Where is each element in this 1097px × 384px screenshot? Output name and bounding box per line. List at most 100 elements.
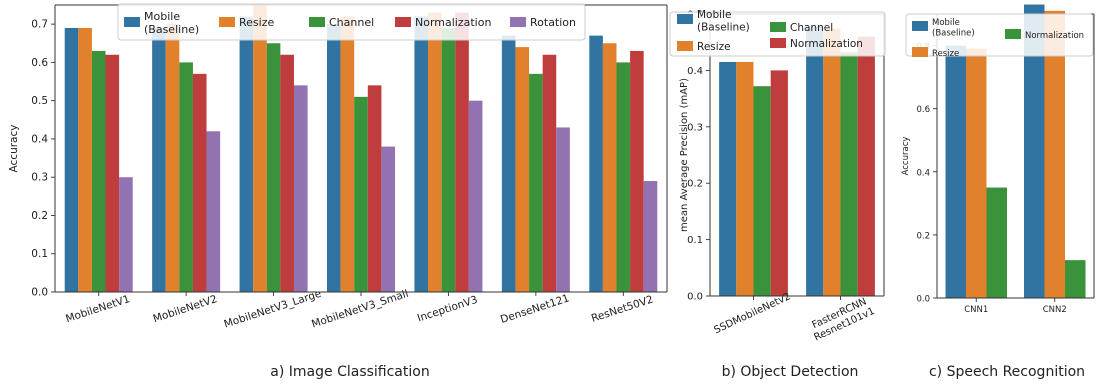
y-tick-label: 0.3 <box>31 172 48 184</box>
panel-speech-recognition: 0.00.20.40.60.8AccuracyCNN1CNN2Mobile(Ba… <box>901 4 1095 380</box>
x-tick-label: FasterRCNNResnet101v1 <box>807 295 876 344</box>
legend-swatch-mobile <box>912 21 928 31</box>
bar-rotation-mobilenetv3-large <box>293 85 308 292</box>
bar-mobile-densenet121 <box>501 35 516 292</box>
bar-resize-cnn1 <box>966 48 987 298</box>
bar-channel-fasterrcnn <box>840 52 858 296</box>
bar-mobile-mobilenetv3-large <box>239 16 254 292</box>
x-tick-label: SSDMobileNetv2 <box>712 291 792 336</box>
bar-normalization-inceptionv3 <box>455 12 469 293</box>
bar-rotation-densenet121 <box>556 127 570 292</box>
bar-normalization-resnet50v2 <box>630 50 644 292</box>
legend-label-normalization: Normalization <box>415 16 491 29</box>
bar-channel-resnet50v2 <box>616 62 631 293</box>
bar-resize-fasterrcnn <box>823 28 841 296</box>
bar-normalization-mobilenetv2 <box>192 73 207 292</box>
x-tick-label: ResNet50V2 <box>590 293 655 324</box>
y-tick-label: 0.0 <box>687 292 703 303</box>
bar-mobile-inceptionv3 <box>414 16 429 292</box>
bar-channel-inceptionv3 <box>441 27 456 293</box>
bar-resize-mobilenetv2 <box>165 24 180 293</box>
bar-normalization-mobilenetv3-small <box>367 85 382 292</box>
y-axis-label: mean Average Precision (mAP) <box>679 78 690 232</box>
bar-normalization-mobilenetv3-large <box>280 54 294 292</box>
x-tick-label: CNN2 <box>1043 305 1067 315</box>
legend-label-mobile: Mobile (Baseline) <box>932 18 975 39</box>
bar-normalization-fasterrcnn <box>857 36 875 297</box>
bar-resize-inceptionv3 <box>428 12 442 293</box>
legend-label-resize: Resize <box>932 49 959 59</box>
y-tick-label: 0.3 <box>687 122 703 133</box>
y-tick-label: 0.1 <box>31 248 48 260</box>
legend-swatch-normalization <box>1005 29 1021 39</box>
bar-channel-densenet121 <box>529 73 543 292</box>
y-tick-label: 0.4 <box>687 66 703 77</box>
y-tick-label: 0.4 <box>31 133 48 145</box>
legend-swatch-mobile <box>124 17 140 27</box>
bar-mobile-ssdmobilenetv2 <box>719 61 737 296</box>
y-tick-label: 0.2 <box>916 231 930 241</box>
bar-resize-mobilenetv3-small <box>340 16 355 292</box>
bar-normalization-ssdmobilenetv2 <box>770 70 788 297</box>
y-axis-label: Accuracy <box>901 137 911 176</box>
legend-swatch-channel <box>770 22 786 32</box>
legend-label-channel: Channel <box>790 22 833 34</box>
bar-rotation-mobilenetv2 <box>206 131 221 292</box>
legend-label-resize: Resize <box>697 41 731 53</box>
bar-mobile-cnn2 <box>1024 4 1045 299</box>
bar-normalization-mobilenetv1 <box>105 54 120 292</box>
legend-swatch-channel <box>309 17 325 27</box>
legend-box <box>905 13 1094 57</box>
bar-normalization-cnn1 <box>986 187 1007 298</box>
x-tick-label: MobileNetV2 <box>152 293 219 325</box>
y-tick-label: 0.7 <box>31 19 48 31</box>
panel-caption: b) Object Detection <box>722 364 859 380</box>
bar-resize-mobilenetv1 <box>78 27 92 293</box>
bar-resize-cnn2 <box>1044 10 1065 298</box>
bar-channel-ssdmobilenetv2 <box>753 86 771 296</box>
x-tick-label: InceptionV3 <box>416 294 479 325</box>
y-tick-label: 0.2 <box>687 179 703 190</box>
bar-mobile-cnn1 <box>945 45 966 298</box>
legend-swatch-normalization <box>770 38 786 48</box>
y-tick-label: 0.6 <box>916 105 930 115</box>
bar-mobile-mobilenetv2 <box>152 27 166 293</box>
legend-label-normalization: Normalization <box>790 38 863 50</box>
legend-swatch-mobile <box>677 14 693 24</box>
legend-box <box>669 11 886 57</box>
legend-swatch-resize <box>912 47 928 57</box>
bar-channel-mobilenetv2 <box>179 62 193 293</box>
panel-image-classification: 0.0 0.1 0.2 0.3 0.4 0.5 0.6 0.7 Accuracy MobileNe… <box>8 3 668 380</box>
legend-swatch-normalization <box>395 17 411 27</box>
bar-resize-ssdmobilenetv2 <box>736 61 754 296</box>
x-tick-label: CNN1 <box>964 305 988 315</box>
y-tick-label: 0.6 <box>31 57 48 69</box>
legend-swatch-rotation <box>510 17 526 27</box>
bar-channel-mobilenetv3-small <box>354 96 368 292</box>
bar-channel-mobilenetv3-large <box>266 43 281 293</box>
bar-mobile-mobilenetv3-small <box>327 24 341 293</box>
y-tick-label: 0.5 <box>31 95 48 107</box>
bar-mobile-mobilenetv1 <box>64 27 79 293</box>
x-tick-label: MobileNetV3_Large <box>223 288 323 331</box>
y-tick-label: 0.2 <box>31 210 48 222</box>
legend-label-normalization: Normalization <box>1025 31 1084 41</box>
legend-label-mobile: Mobile (Baseline) <box>144 10 199 36</box>
y-tick-label: 0.1 <box>687 235 703 246</box>
bar-resize-mobilenetv3-large <box>253 5 267 292</box>
bar-rotation-mobilenetv1 <box>119 177 133 292</box>
x-tick-label: DenseNet121 <box>499 292 571 326</box>
panel-caption: c) Speech Recognition <box>929 364 1085 380</box>
panel-object-detection: 0.00.10.20.30.40.5mean Average Precision… <box>669 9 886 380</box>
bar-normalization-cnn2 <box>1065 260 1086 298</box>
bar-rotation-resnet50v2 <box>643 181 658 292</box>
bar-channel-mobilenetv1 <box>91 50 106 292</box>
bar-normalization-densenet121 <box>542 54 557 292</box>
bar-mobile-resnet50v2 <box>589 35 603 292</box>
x-tick-label: MobileNetV1 <box>64 293 131 325</box>
legend-swatch-resize <box>219 17 235 27</box>
y-tick-label: 0.4 <box>916 168 930 178</box>
legend-label-channel: Channel <box>329 16 374 29</box>
bar-rotation-mobilenetv3-small <box>381 146 395 292</box>
